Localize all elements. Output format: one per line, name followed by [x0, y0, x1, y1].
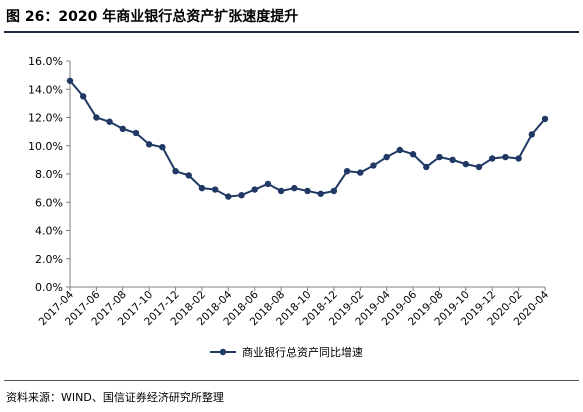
title-rule	[4, 31, 579, 33]
chart-axes	[66, 60, 546, 291]
data-point	[106, 118, 113, 125]
data-point	[119, 125, 126, 132]
data-point	[198, 184, 206, 192]
data-point	[172, 167, 179, 175]
data-point	[370, 162, 377, 169]
y-tick-labels: 0.0% 2.0% 4.0% 6.0% 8.0% 10.0% 12.0% 14.0% 16.0%	[28, 55, 63, 294]
data-point	[541, 115, 549, 123]
series-points	[66, 77, 549, 200]
source-rule	[4, 380, 579, 381]
y-tick-label: 14.0%	[28, 83, 63, 96]
data-point	[251, 186, 258, 193]
data-point	[79, 93, 87, 100]
data-point	[409, 151, 417, 158]
data-point	[93, 114, 100, 121]
data-point	[449, 156, 456, 164]
data-point	[528, 131, 536, 138]
data-point	[502, 153, 509, 161]
data-point	[436, 153, 443, 161]
y-tick-label: 4.0%	[35, 225, 63, 238]
data-point	[317, 190, 324, 197]
legend-marker	[219, 348, 227, 356]
data-point	[145, 141, 153, 148]
y-tick-label: 6.0%	[35, 196, 63, 209]
y-tick-label: 2.0%	[35, 253, 63, 266]
data-point	[291, 184, 298, 192]
data-point	[277, 187, 285, 195]
data-point	[304, 187, 311, 195]
data-point	[66, 77, 74, 84]
data-point	[211, 186, 219, 193]
y-tick-label: 12.0%	[28, 112, 63, 125]
x-tick-labels: 2017-042017-062017-082017-102017-122018-…	[37, 288, 552, 328]
data-point	[383, 153, 390, 161]
source-note: 资料来源：WIND、国信证券经济研究所整理	[6, 391, 224, 404]
y-tick-label: 16.0%	[28, 55, 63, 68]
y-tick-label: 0.0%	[35, 281, 63, 294]
data-point	[238, 191, 245, 199]
series-line	[69, 80, 546, 198]
data-point	[159, 143, 166, 151]
data-point	[357, 169, 364, 176]
figure-title: 图 26：2020 年商业银行总资产扩张速度提升	[6, 9, 299, 25]
chart-legend: 商业银行总资产同比增速	[210, 345, 363, 359]
data-point	[462, 160, 470, 168]
data-point	[343, 167, 351, 175]
series-lines	[69, 80, 546, 198]
data-point	[396, 146, 404, 154]
data-point	[132, 129, 140, 137]
data-point	[475, 163, 483, 171]
data-point	[330, 187, 338, 195]
y-tick-label: 10.0%	[28, 140, 63, 153]
legend-label: 商业银行总资产同比增速	[242, 345, 363, 359]
data-point	[185, 172, 192, 179]
data-point	[264, 180, 272, 188]
data-point	[225, 193, 232, 200]
data-point	[515, 155, 522, 162]
y-tick-label: 8.0%	[35, 168, 63, 181]
line-chart: 0.0% 2.0% 4.0% 6.0% 8.0% 10.0% 12.0% 14.0% 16.0%…	[28, 55, 552, 359]
data-point	[423, 163, 430, 171]
data-point	[489, 155, 496, 162]
